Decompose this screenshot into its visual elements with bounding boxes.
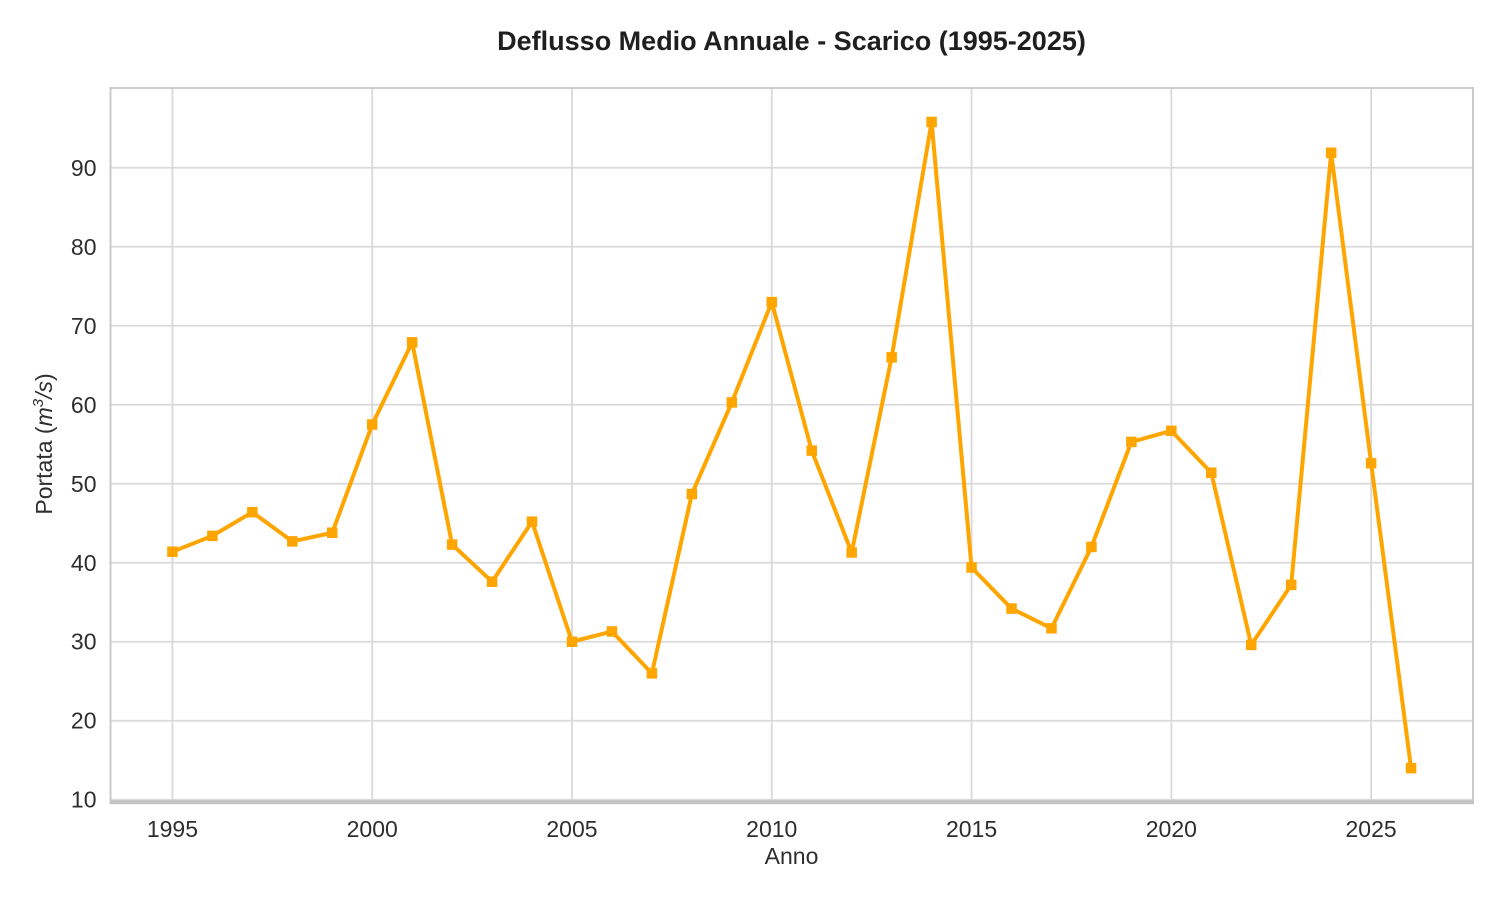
x-tick-label-2010: 2010 bbox=[746, 816, 797, 842]
series-line-scarico bbox=[170, 119, 1414, 771]
y-axis-label-prefix: Portata ( bbox=[30, 426, 57, 515]
y-axis-label-math: m bbox=[30, 407, 57, 427]
data-point-2019 bbox=[1126, 436, 1137, 448]
y-axis-label-suffix: ) bbox=[30, 373, 57, 382]
data-point-2022 bbox=[1245, 639, 1257, 651]
y-tick-label-60: 60 bbox=[71, 392, 97, 418]
data-point-2007 bbox=[646, 668, 658, 679]
x-tick-label-2000: 2000 bbox=[347, 816, 398, 842]
y-tick-label-30: 30 bbox=[71, 629, 97, 655]
x-tick-label-2025: 2025 bbox=[1346, 816, 1397, 842]
data-point-2025 bbox=[1365, 457, 1377, 469]
data-point-2023 bbox=[1285, 579, 1297, 591]
data-point-2021 bbox=[1206, 467, 1217, 478]
y-axis-label-sup: 3 bbox=[30, 398, 48, 408]
x-tick-label-2020: 2020 bbox=[1146, 816, 1197, 842]
data-point-2004 bbox=[526, 516, 538, 527]
data-point-2024 bbox=[1325, 147, 1337, 159]
y-axis-label-math-rest: /s bbox=[30, 381, 57, 399]
y-axis-label: Portata (m3/s) bbox=[30, 373, 58, 514]
data-point-2005 bbox=[566, 636, 578, 647]
y-tick-label-20: 20 bbox=[71, 708, 97, 734]
data-point-1995 bbox=[167, 546, 178, 557]
x-tick-label-2005: 2005 bbox=[546, 816, 597, 842]
data-point-2011 bbox=[806, 445, 817, 456]
data-point-2001 bbox=[406, 337, 418, 348]
data-point-2020 bbox=[1166, 425, 1177, 437]
data-point-2014 bbox=[926, 116, 937, 128]
y-tick-label-50: 50 bbox=[71, 471, 97, 497]
x-axis-label: Anno bbox=[764, 843, 819, 869]
y-tick-label-90: 90 bbox=[71, 155, 97, 181]
data-point-1998 bbox=[287, 536, 298, 547]
x-tick-label-1995: 1995 bbox=[147, 816, 198, 842]
y-tick-label-40: 40 bbox=[71, 550, 97, 576]
data-point-1996 bbox=[207, 530, 218, 542]
data-point-2008 bbox=[686, 488, 698, 500]
data-point-2026 bbox=[1405, 762, 1417, 774]
x-tick-label-2015: 2015 bbox=[946, 816, 997, 842]
data-point-2009 bbox=[726, 397, 738, 408]
data-point-2010 bbox=[766, 296, 778, 308]
data-point-1997 bbox=[247, 506, 258, 518]
data-point-2002 bbox=[446, 539, 458, 550]
data-point-2000 bbox=[366, 419, 378, 430]
y-tick-label-80: 80 bbox=[71, 234, 97, 260]
data-point-2013 bbox=[886, 352, 897, 363]
data-point-2015 bbox=[966, 562, 977, 573]
plot-border bbox=[109, 87, 1474, 802]
data-point-2018 bbox=[1086, 541, 1097, 553]
data-point-2017 bbox=[1046, 623, 1057, 634]
data-point-2016 bbox=[1006, 603, 1017, 614]
chart-title: Deflusso Medio Annuale - Scarico (1995-2… bbox=[497, 26, 1086, 56]
y-tick-label-10: 10 bbox=[71, 787, 97, 813]
y-tick-label-70: 70 bbox=[71, 313, 97, 339]
data-point-2006 bbox=[606, 626, 618, 637]
data-point-2012 bbox=[846, 547, 857, 558]
data-point-1999 bbox=[327, 527, 338, 538]
data-point-2003 bbox=[486, 576, 498, 587]
